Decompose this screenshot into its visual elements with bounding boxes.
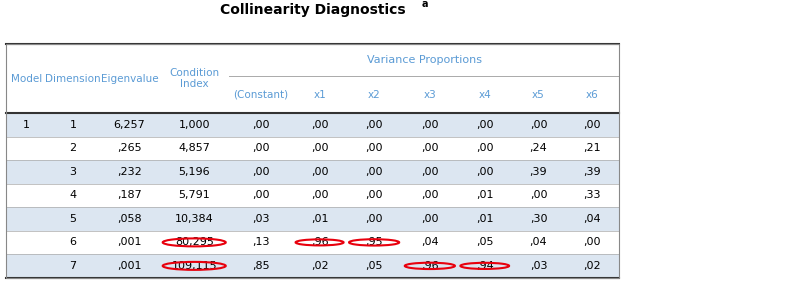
- Text: ,13: ,13: [252, 237, 270, 247]
- Text: Collinearity Diagnostics: Collinearity Diagnostics: [220, 3, 406, 17]
- Text: ,00: ,00: [421, 214, 439, 224]
- Text: ,04: ,04: [583, 214, 601, 224]
- Text: Eigenvalue: Eigenvalue: [100, 74, 158, 83]
- Text: ,05: ,05: [476, 237, 494, 247]
- Text: x3: x3: [423, 90, 436, 100]
- Text: ,24: ,24: [529, 143, 548, 153]
- Text: ,00: ,00: [476, 120, 494, 130]
- FancyBboxPatch shape: [6, 207, 619, 231]
- Text: ,02: ,02: [583, 261, 601, 271]
- Text: 1: 1: [69, 120, 76, 130]
- Text: ,96: ,96: [310, 237, 329, 247]
- Text: ,00: ,00: [252, 167, 270, 177]
- FancyBboxPatch shape: [6, 184, 619, 207]
- Text: ,00: ,00: [421, 143, 439, 153]
- Text: ,01: ,01: [476, 214, 494, 224]
- Text: ,30: ,30: [530, 214, 547, 224]
- Text: ,00: ,00: [311, 190, 328, 200]
- Text: x4: x4: [478, 90, 491, 100]
- Text: 10,384: 10,384: [175, 214, 213, 224]
- Text: ,00: ,00: [311, 167, 328, 177]
- Text: ,00: ,00: [252, 120, 270, 130]
- Text: ,33: ,33: [583, 190, 601, 200]
- Text: ,95: ,95: [365, 237, 383, 247]
- Text: ,04: ,04: [421, 237, 439, 247]
- Text: ,94: ,94: [476, 261, 494, 271]
- Text: ,00: ,00: [311, 143, 328, 153]
- Text: ,01: ,01: [476, 190, 494, 200]
- Text: ,00: ,00: [365, 214, 383, 224]
- Text: ,05: ,05: [365, 261, 383, 271]
- Text: Condition
Index: Condition Index: [170, 68, 219, 89]
- Text: ,00: ,00: [421, 120, 439, 130]
- Text: ,00: ,00: [530, 120, 547, 130]
- Text: 109,115: 109,115: [171, 261, 217, 271]
- Text: ,00: ,00: [476, 167, 494, 177]
- Text: 3: 3: [69, 167, 76, 177]
- FancyBboxPatch shape: [6, 113, 619, 137]
- Text: ,39: ,39: [529, 167, 548, 177]
- Text: ,00: ,00: [252, 190, 270, 200]
- FancyBboxPatch shape: [6, 160, 619, 184]
- Text: ,00: ,00: [365, 190, 383, 200]
- Text: ,00: ,00: [365, 120, 383, 130]
- Text: Dimension: Dimension: [45, 74, 100, 83]
- Text: 7: 7: [69, 261, 76, 271]
- Text: ,232: ,232: [117, 167, 142, 177]
- Text: ,85: ,85: [252, 261, 270, 271]
- Text: 5,791: 5,791: [178, 190, 210, 200]
- Text: ,00: ,00: [365, 167, 383, 177]
- Text: ,00: ,00: [530, 190, 547, 200]
- Text: ,265: ,265: [117, 143, 142, 153]
- FancyBboxPatch shape: [6, 137, 619, 160]
- Text: ,00: ,00: [583, 120, 601, 130]
- Text: 4,857: 4,857: [178, 143, 210, 153]
- FancyBboxPatch shape: [6, 231, 619, 254]
- Text: 80,295: 80,295: [175, 237, 213, 247]
- Text: ,00: ,00: [365, 143, 383, 153]
- Text: 6: 6: [69, 237, 76, 247]
- Text: x5: x5: [532, 90, 545, 100]
- Text: ,187: ,187: [117, 190, 142, 200]
- Text: ,00: ,00: [311, 120, 328, 130]
- Text: ,04: ,04: [529, 237, 548, 247]
- FancyBboxPatch shape: [6, 254, 619, 278]
- Text: ,001: ,001: [117, 261, 142, 271]
- Text: 5: 5: [69, 214, 76, 224]
- Text: ,058: ,058: [117, 214, 142, 224]
- Text: ,00: ,00: [421, 190, 439, 200]
- Text: ,00: ,00: [476, 143, 494, 153]
- Text: x1: x1: [313, 90, 326, 100]
- Text: ,00: ,00: [583, 237, 601, 247]
- Text: Variance Proportions: Variance Proportions: [367, 55, 482, 65]
- Text: ,01: ,01: [311, 214, 328, 224]
- Text: ,00: ,00: [421, 167, 439, 177]
- Text: 1: 1: [23, 120, 29, 130]
- Text: 1,000: 1,000: [178, 120, 210, 130]
- Text: 5,196: 5,196: [178, 167, 210, 177]
- Text: ,21: ,21: [583, 143, 601, 153]
- Text: ,39: ,39: [583, 167, 601, 177]
- Text: ,03: ,03: [252, 214, 270, 224]
- Text: ,02: ,02: [310, 261, 329, 271]
- Text: x2: x2: [368, 90, 380, 100]
- Text: 2: 2: [69, 143, 76, 153]
- Text: ,00: ,00: [252, 143, 270, 153]
- Text: ,001: ,001: [117, 237, 142, 247]
- Text: ,96: ,96: [421, 261, 439, 271]
- Text: 4: 4: [69, 190, 76, 200]
- Text: Model: Model: [10, 74, 42, 83]
- Text: (Constant): (Constant): [233, 90, 289, 100]
- Text: a: a: [422, 0, 428, 9]
- Text: x6: x6: [586, 90, 599, 100]
- Text: 6,257: 6,257: [114, 120, 145, 130]
- Text: ,03: ,03: [530, 261, 547, 271]
